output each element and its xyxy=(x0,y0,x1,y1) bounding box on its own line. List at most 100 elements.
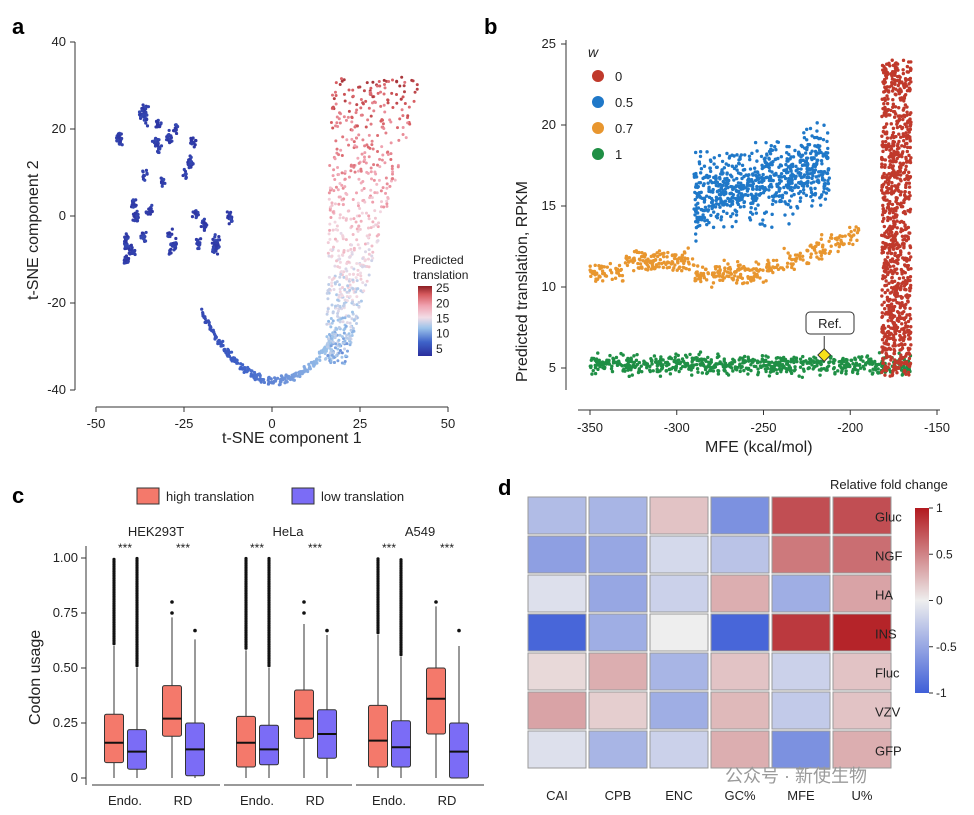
a-point xyxy=(344,324,348,328)
b-point xyxy=(892,362,897,366)
b-point xyxy=(602,271,607,276)
b-point xyxy=(900,360,904,365)
a-point xyxy=(328,222,332,226)
b-point xyxy=(717,265,722,269)
b-point xyxy=(901,355,905,360)
b-point xyxy=(705,174,709,178)
b-point xyxy=(759,191,763,196)
a-point xyxy=(350,137,354,141)
b-point xyxy=(709,213,713,218)
facet-title: A549 xyxy=(405,524,435,539)
b-point xyxy=(820,257,824,261)
a-point xyxy=(379,205,383,209)
a-point xyxy=(369,188,373,192)
b-point xyxy=(713,265,718,269)
a-point xyxy=(345,269,349,273)
a-point xyxy=(184,175,188,180)
b-point xyxy=(801,188,806,192)
b-point xyxy=(889,259,894,264)
b-point xyxy=(698,171,703,175)
b-point xyxy=(771,270,775,275)
heatmap-cell xyxy=(832,730,892,769)
a-point xyxy=(364,161,368,165)
b-point xyxy=(730,164,735,168)
b-point xyxy=(891,369,895,374)
b-point xyxy=(812,156,816,160)
b-point xyxy=(716,352,720,356)
b-point xyxy=(887,243,892,247)
b-point xyxy=(897,74,901,78)
a-point xyxy=(349,163,353,167)
a-point xyxy=(365,143,369,147)
b-point xyxy=(905,174,910,178)
a-point xyxy=(280,375,284,379)
a-point xyxy=(363,242,367,246)
b-point xyxy=(851,367,855,372)
a-point xyxy=(376,133,380,137)
a-point xyxy=(250,369,254,373)
a-point xyxy=(349,247,353,251)
box-outlier xyxy=(325,628,329,633)
a-point xyxy=(369,114,373,118)
b-point xyxy=(887,113,891,117)
a-point xyxy=(333,178,337,182)
b-point xyxy=(902,284,907,288)
b-point xyxy=(825,139,829,144)
b-point xyxy=(819,253,824,258)
b-point xyxy=(907,181,912,185)
a-point xyxy=(361,138,365,142)
a-point xyxy=(331,340,335,344)
b-point xyxy=(889,251,893,256)
b-point xyxy=(725,211,729,216)
a-point xyxy=(336,298,340,302)
b-point xyxy=(775,140,779,144)
a-point xyxy=(337,202,341,206)
a-point xyxy=(262,380,267,385)
b-point xyxy=(805,138,809,142)
a-point xyxy=(339,272,343,276)
b-point xyxy=(904,183,908,187)
b-point xyxy=(805,156,810,160)
a-point xyxy=(400,75,404,79)
a-x-tick-label: 50 xyxy=(441,416,455,431)
b-point xyxy=(632,249,637,254)
a-point xyxy=(382,92,386,96)
b-point xyxy=(629,356,633,360)
b-point xyxy=(892,349,897,353)
b-point xyxy=(889,72,893,76)
b-point xyxy=(807,167,812,171)
b-point xyxy=(617,263,622,268)
a-point xyxy=(273,376,277,380)
b-point xyxy=(595,360,600,364)
a-point xyxy=(145,113,149,117)
a-point xyxy=(350,128,354,132)
b-point xyxy=(722,225,726,229)
a-point xyxy=(380,145,384,149)
a-point xyxy=(329,344,333,348)
b-point xyxy=(894,327,899,331)
a-point xyxy=(367,252,371,256)
b-point xyxy=(883,198,888,202)
a-point xyxy=(359,277,363,281)
b-point xyxy=(769,369,774,374)
a-point xyxy=(357,177,361,181)
a-point xyxy=(135,218,139,222)
a-point xyxy=(363,250,367,254)
b-point xyxy=(719,186,724,190)
a-point xyxy=(331,319,335,323)
a-point xyxy=(341,234,345,238)
b-point xyxy=(670,253,675,258)
b-point xyxy=(643,253,648,257)
b-point xyxy=(852,233,856,237)
b-point xyxy=(883,235,888,239)
b-point xyxy=(750,196,755,201)
legend-b-label: 1 xyxy=(615,147,622,162)
b-point xyxy=(903,190,907,194)
b-point xyxy=(787,199,792,203)
a-point xyxy=(360,211,364,215)
a-point xyxy=(126,260,130,264)
a-point xyxy=(385,202,389,206)
heatmap-cell xyxy=(588,535,648,574)
heatmap-cell xyxy=(527,613,587,652)
b-point xyxy=(892,323,897,327)
